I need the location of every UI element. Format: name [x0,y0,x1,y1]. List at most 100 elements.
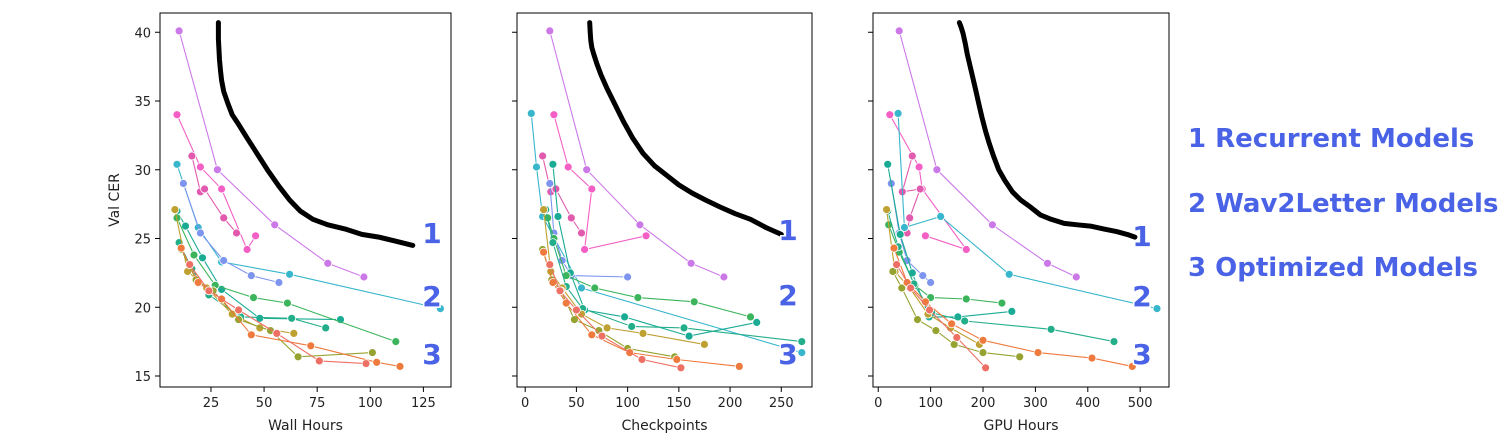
group-label-1: 1 [422,217,441,250]
data-point [882,205,891,215]
data-point [679,323,689,333]
x-tick-label: 25 [203,396,220,411]
data-point [545,26,555,36]
data-point [895,229,905,239]
data-point [185,260,195,270]
x-tick-label: 100 [358,396,383,411]
data-point [395,361,405,371]
data-point [918,271,928,281]
data-point [282,298,292,308]
data-point [981,363,990,373]
plot-frame [159,12,452,388]
data-point [913,315,922,325]
series-line-7 [176,217,396,343]
series-line-12 [549,264,682,369]
data-point [563,162,573,172]
data-point [200,184,210,194]
data-point [907,151,917,161]
data-point [888,267,898,276]
data-point [1071,272,1081,282]
data-point [176,243,186,253]
data-point [539,205,548,215]
data-point [587,184,597,194]
data-point [914,162,924,172]
data-point [314,356,324,366]
data-point [561,271,571,281]
data-point [684,331,694,341]
x-tick-label: 100 [615,396,640,411]
data-point [641,231,651,241]
data-point [672,355,682,364]
y-tick-label: 25 [134,233,151,248]
data-point [577,283,586,293]
data-point [689,297,699,307]
data-point [885,110,895,120]
data-point [580,245,589,254]
data-point [538,151,547,161]
data-point [232,228,241,238]
data-point [1004,269,1014,279]
data-point [1109,337,1119,347]
data-point [251,231,261,241]
data-point [894,26,904,36]
group-label-2: 2 [422,280,441,313]
data-point [925,305,934,315]
data-point [367,348,377,358]
y-tick-label: 35 [134,95,151,110]
frontier-line [956,20,1138,240]
legend-item-wav2letter: 2 Wav2Letter Models [1188,189,1498,219]
group-label-3: 3 [422,338,441,371]
data-point [293,352,303,362]
data-point [195,228,205,238]
data-point [627,322,637,331]
frontier-line [215,20,416,248]
data-point [961,294,971,304]
data-point [961,245,971,254]
x-axis-title: Wall Hours [268,418,343,434]
data-point [187,151,197,161]
data-point [1087,353,1097,363]
data-point [746,312,755,322]
data-point [676,363,686,373]
data-point [960,316,970,326]
x-tick-label: 100 [918,396,943,411]
group-label-3: 3 [778,338,797,371]
x-tick-label: 125 [411,396,436,411]
data-point [323,258,333,268]
x-tick-label: 250 [769,396,794,411]
data-point [797,337,807,347]
data-point [195,162,205,172]
data-point [270,220,280,230]
data-point [597,331,607,341]
data-point [1007,306,1017,316]
data-point [172,159,182,169]
data-point [906,283,916,293]
legend-item-recurrent: 1 Recurrent Models [1188,124,1474,154]
group-label-1: 1 [1132,220,1151,253]
series-line-9 [886,209,980,345]
data-point [545,179,555,188]
data-point [893,109,903,118]
data-point [189,250,199,260]
x-tick-label: 50 [256,396,273,411]
legend-item-optimized: 3 Optimized Models [1188,253,1478,283]
series-line-6 [887,164,1012,318]
legend: 1 Recurrent Models 2 Wav2Letter Models 3… [1187,123,1500,285]
data-point [391,337,401,347]
x-tick-label: 200 [971,396,996,411]
data-point [566,213,576,223]
data-point [172,110,182,120]
data-point [219,213,229,223]
panel-wall-hours: 25 50 75 100 125 15 20 25 30 35 40 Wall Hours Val CE… [107,12,452,434]
data-point [532,162,541,172]
data-point [246,271,256,281]
data-point [572,305,581,315]
data-point [553,212,563,221]
data-point [174,26,184,36]
x-tick-label: 200 [718,396,743,411]
data-point [549,110,559,120]
data-point [198,253,207,263]
data-point [548,159,558,169]
data-point [952,333,962,342]
